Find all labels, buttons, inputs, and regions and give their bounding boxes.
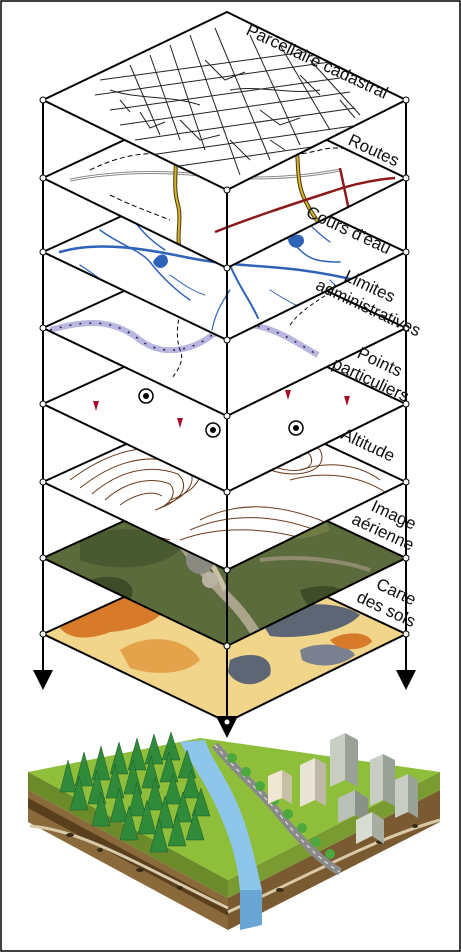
building-icon [268, 733, 418, 844]
tree-icon [59, 731, 211, 853]
target-point-icon [138, 388, 304, 438]
layer-cadastral [40, 10, 409, 192]
connector-lines [42, 100, 407, 718]
down-arrow-icon [33, 670, 416, 738]
pin-marker-icon [93, 390, 350, 428]
landscape-block [28, 731, 441, 930]
layer-corner-nodes [39, 96, 410, 726]
